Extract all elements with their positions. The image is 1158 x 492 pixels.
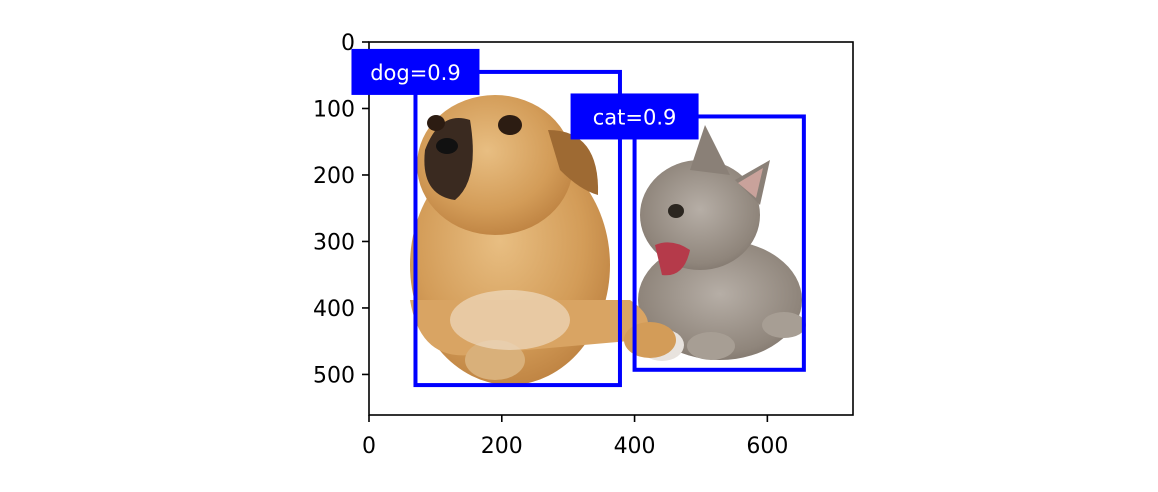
dog-label-background <box>351 48 480 95</box>
x-tick-label: 200 <box>481 434 523 459</box>
x-axis-ticks: 0 200 400 600 <box>362 415 788 459</box>
cat-bounding-box <box>632 114 806 372</box>
y-tick-label: 300 <box>313 230 355 255</box>
axes-frame <box>368 41 854 416</box>
bounding-boxes: dog=0.9 cat=0.9 <box>351 48 806 388</box>
x-tick-label: 600 <box>746 434 788 459</box>
y-tick-label: 500 <box>313 363 355 388</box>
cat-label-text: cat=0.9 <box>593 105 677 129</box>
dog-label-text: dog=0.9 <box>370 61 461 85</box>
y-tick-label: 400 <box>313 297 355 322</box>
x-tick-label: 400 <box>614 434 656 459</box>
y-tick-label: 100 <box>313 97 355 122</box>
dog-bounding-box <box>413 69 622 388</box>
puppy-illustration <box>410 95 676 385</box>
x-tick-label: 0 <box>362 434 376 459</box>
kitten-illustration <box>638 125 806 361</box>
y-tick-label: 200 <box>313 164 355 189</box>
cat-label-background <box>570 93 699 140</box>
